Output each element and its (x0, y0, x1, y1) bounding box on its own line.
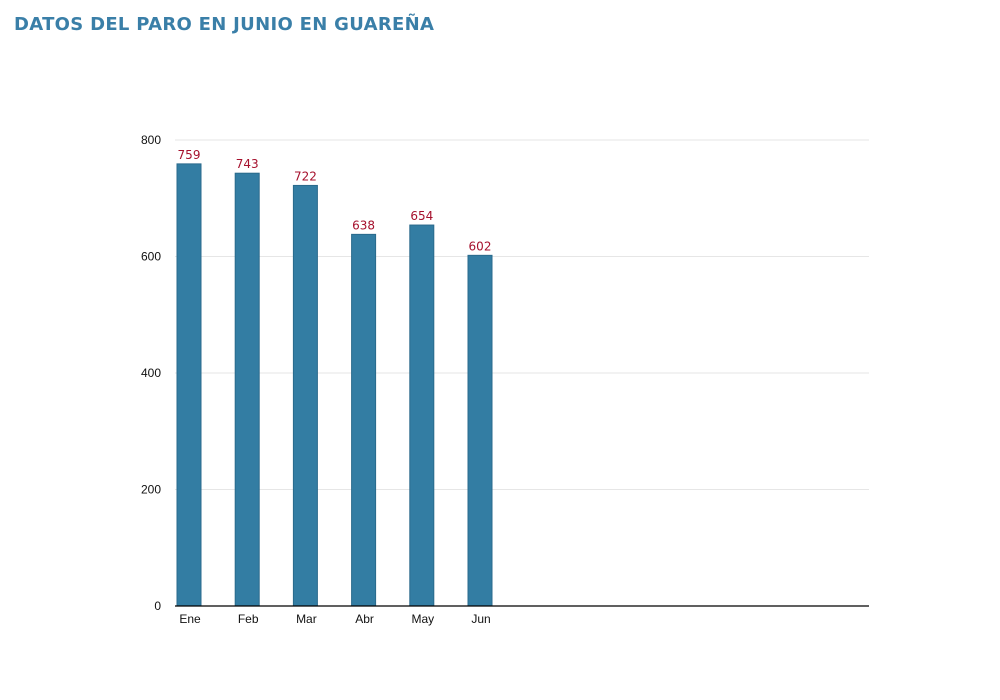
x-tick-label: Feb (238, 612, 259, 626)
y-tick-label: 200 (141, 483, 161, 497)
bar-may (409, 224, 435, 607)
chart-title: DATOS DEL PARO EN JUNIO EN GUAREÑA (14, 14, 435, 35)
gridlines (175, 139, 869, 490)
y-tick-label: 0 (154, 599, 161, 613)
data-label: 602 (469, 239, 492, 253)
bar-jun (467, 254, 493, 607)
data-label: 654 (410, 209, 433, 223)
data-label: 722 (294, 169, 317, 183)
x-axis: Ene Feb Mar Abr May Jun (175, 605, 869, 626)
x-tick-label: Ene (179, 612, 201, 626)
x-tick-label: Mar (296, 612, 317, 626)
y-axis: 0 200 400 600 800 (141, 133, 161, 613)
x-tick-label: Abr (355, 612, 374, 626)
data-labels: 759 743 722 638 654 602 (178, 148, 492, 253)
bar-ene (176, 163, 202, 607)
bar-mar (292, 184, 318, 607)
data-label: 743 (236, 157, 259, 171)
y-tick-label: 600 (141, 250, 161, 264)
data-label: 638 (352, 218, 375, 232)
bar-abr (351, 233, 377, 607)
x-tick-label: May (411, 612, 434, 626)
bar-feb (234, 172, 260, 607)
y-tick-label: 400 (141, 366, 161, 380)
bars (176, 163, 493, 607)
data-label: 759 (178, 148, 201, 162)
x-tick-label: Jun (471, 612, 490, 626)
y-tick-label: 800 (141, 133, 161, 147)
